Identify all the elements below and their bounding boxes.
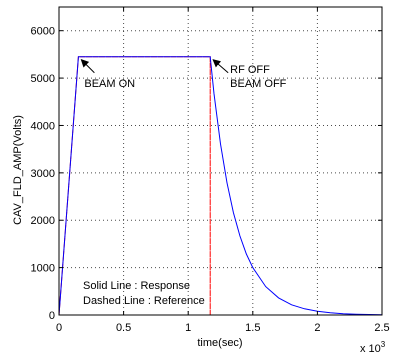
note-dashed-line: Dashed Line : Reference [83,295,205,307]
y-tick-label: 4000 [31,120,55,132]
x-tick-label: 0 [56,322,62,334]
x-multiplier-exponent: 3 [381,340,386,349]
x-tick-label: 2.5 [374,322,389,334]
x-multiplier: x 103 [360,340,386,355]
x-tick-label: 1.5 [245,322,260,334]
y-tick-label: 1000 [31,263,55,275]
x-tick-label: 0.5 [116,322,131,334]
plot-frame [58,6,383,316]
y-tick-label: 6000 [31,26,55,38]
y-tick-label: 2000 [31,215,55,227]
response-line [58,56,383,316]
x-axis-label: time(sec) [197,337,242,349]
y-tick-label: 3000 [31,168,55,180]
annotations: BEAM ON RF OFF BEAM OFF [80,59,287,90]
note-solid-line: Solid Line : Response [83,280,190,292]
x-tick-label: 2 [314,322,320,334]
x-multiplier-base: x 10 [360,343,381,355]
ticks: 0 0.5 1 1.5 2 2.5 0 1000 2000 3000 4000 5000 6000 [31,7,390,334]
beam-on-arrow [80,59,95,74]
rf-off-label: RF OFF [230,64,270,76]
grid [59,7,382,315]
rf-off-arrow [212,59,229,74]
y-axis-label: CAV_FLD_AMP(Volts) [12,115,24,225]
beam-off-label: BEAM OFF [230,78,287,90]
beam-on-label: BEAM ON [84,78,135,90]
x-tick-label: 1 [185,322,191,334]
y-tick-label: 0 [49,310,55,322]
y-tick-label: 5000 [31,73,55,85]
plot-background [59,7,382,315]
